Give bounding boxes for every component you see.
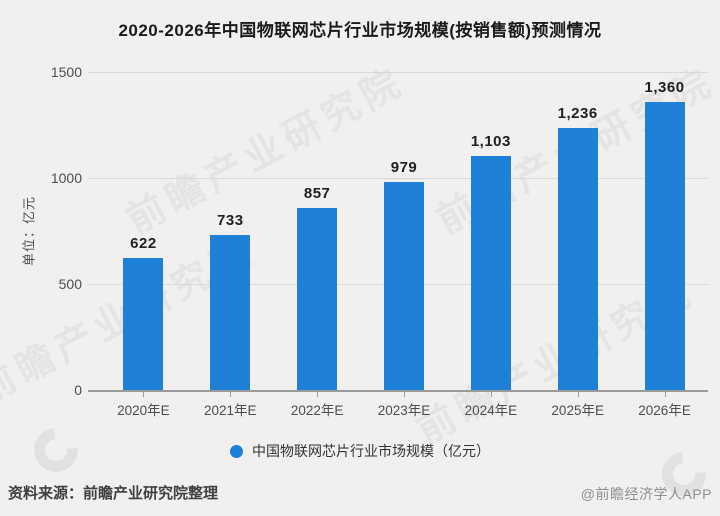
x-tick-mark: [577, 391, 579, 397]
y-tick-label: 500: [58, 276, 82, 292]
chart-title: 2020-2026年中国物联网芯片行业市场规模(按销售额)预测情况: [118, 21, 602, 40]
legend: 中国物联网芯片行业市场规模（亿元）: [0, 441, 720, 461]
x-tick-mark: [317, 391, 319, 397]
x-tick-mark: [664, 391, 666, 397]
x-tick-mark: [143, 391, 145, 397]
bar-value-label: 857: [303, 185, 331, 202]
source-note: 资料来源：前瞻产业研究院整理: [8, 485, 219, 502]
bar: [384, 182, 424, 390]
bar-value-label: 622: [130, 235, 157, 252]
legend-label: 中国物联网芯片行业市场规模（亿元）: [252, 443, 490, 459]
y-tick-label: 0: [74, 382, 82, 398]
bar-value-label: 1,103: [470, 133, 511, 150]
x-tick-label: 2021年E: [204, 403, 257, 418]
x-tick-mark: [404, 391, 405, 397]
bar-value-label: 979: [390, 159, 418, 176]
y-tick-label: 1500: [50, 64, 82, 80]
bar: [470, 156, 511, 390]
plot-area: 622 733 857 979 1,103 1,236 1,360: [100, 72, 708, 390]
bar-value-label: 1,236: [557, 105, 598, 122]
bar: [297, 208, 338, 390]
bar: [210, 235, 251, 390]
bar: [644, 102, 685, 390]
x-axis-line: [88, 390, 708, 392]
x-tick-mark: [490, 391, 492, 397]
y-axis-title: 单位：亿元: [21, 195, 37, 267]
bar: [557, 128, 598, 390]
x-tick-label: 2025年E: [551, 403, 604, 418]
bar-value-label: 733: [217, 212, 244, 229]
gridline: [88, 71, 708, 73]
x-tick-label: 2020年E: [117, 403, 170, 418]
bar: [123, 258, 164, 390]
gridline: [88, 177, 708, 179]
bar-value-label: 1,360: [644, 79, 685, 96]
credit-note: @前瞻经济学人APP: [580, 486, 712, 502]
legend-marker-icon: [230, 444, 243, 458]
x-tick-label: 2024年E: [464, 403, 518, 418]
x-tick-label: 2026年E: [638, 403, 691, 418]
x-tick-mark: [230, 391, 232, 397]
x-tick-label: 2022年E: [290, 403, 344, 418]
x-tick-label: 2023年E: [377, 403, 431, 418]
y-tick-label: 1000: [50, 170, 82, 186]
